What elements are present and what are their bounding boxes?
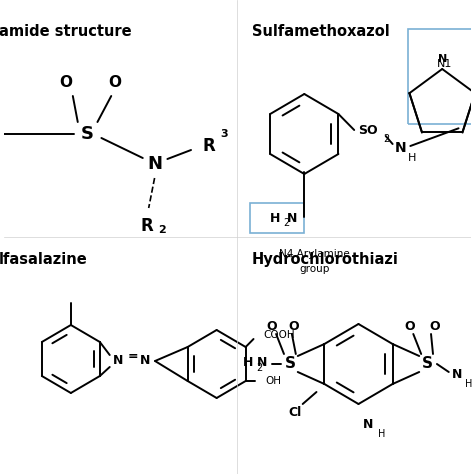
Text: lfasalazine: lfasalazine — [0, 252, 88, 267]
Text: O: O — [109, 74, 122, 90]
Text: H: H — [409, 153, 417, 163]
Text: R: R — [202, 137, 215, 155]
Text: S: S — [81, 125, 94, 143]
Text: N4 Arylamine: N4 Arylamine — [279, 249, 349, 259]
Bar — [250, 203, 304, 233]
Text: COOH: COOH — [264, 330, 295, 340]
Text: 2: 2 — [383, 134, 389, 144]
Text: S: S — [284, 356, 295, 372]
Text: Hydrochlorothiazi: Hydrochlorothiazi — [252, 252, 399, 267]
Text: SO: SO — [358, 124, 378, 137]
Text: 2: 2 — [256, 363, 263, 373]
Text: R: R — [140, 217, 153, 235]
Text: OH: OH — [265, 376, 282, 386]
Text: H: H — [270, 211, 280, 225]
Text: O: O — [267, 319, 277, 332]
Text: 3: 3 — [220, 129, 228, 139]
Text: N: N — [451, 367, 462, 381]
Text: O: O — [404, 319, 415, 332]
Text: group: group — [299, 264, 329, 274]
Text: N: N — [438, 54, 447, 64]
Text: H: H — [243, 356, 254, 368]
Text: S: S — [421, 356, 433, 372]
Text: N: N — [257, 356, 267, 368]
Text: N: N — [287, 211, 298, 225]
Text: N: N — [140, 355, 150, 367]
Text: amide structure: amide structure — [0, 24, 132, 39]
Text: =: = — [128, 350, 139, 364]
Bar — [408, 29, 474, 124]
Text: O: O — [429, 319, 440, 332]
Text: N1: N1 — [438, 59, 453, 69]
Text: Sulfamethoxazol: Sulfamethoxazol — [252, 24, 390, 39]
Text: N: N — [147, 155, 162, 173]
Text: 2: 2 — [158, 225, 166, 235]
Text: O: O — [59, 74, 73, 90]
Text: H: H — [465, 379, 473, 389]
Text: N: N — [395, 141, 406, 155]
Text: Cl: Cl — [288, 405, 301, 419]
Text: N: N — [363, 418, 374, 430]
Text: H: H — [378, 429, 385, 439]
Text: O: O — [289, 319, 299, 332]
Text: N: N — [112, 355, 123, 367]
Text: 2: 2 — [283, 218, 290, 228]
